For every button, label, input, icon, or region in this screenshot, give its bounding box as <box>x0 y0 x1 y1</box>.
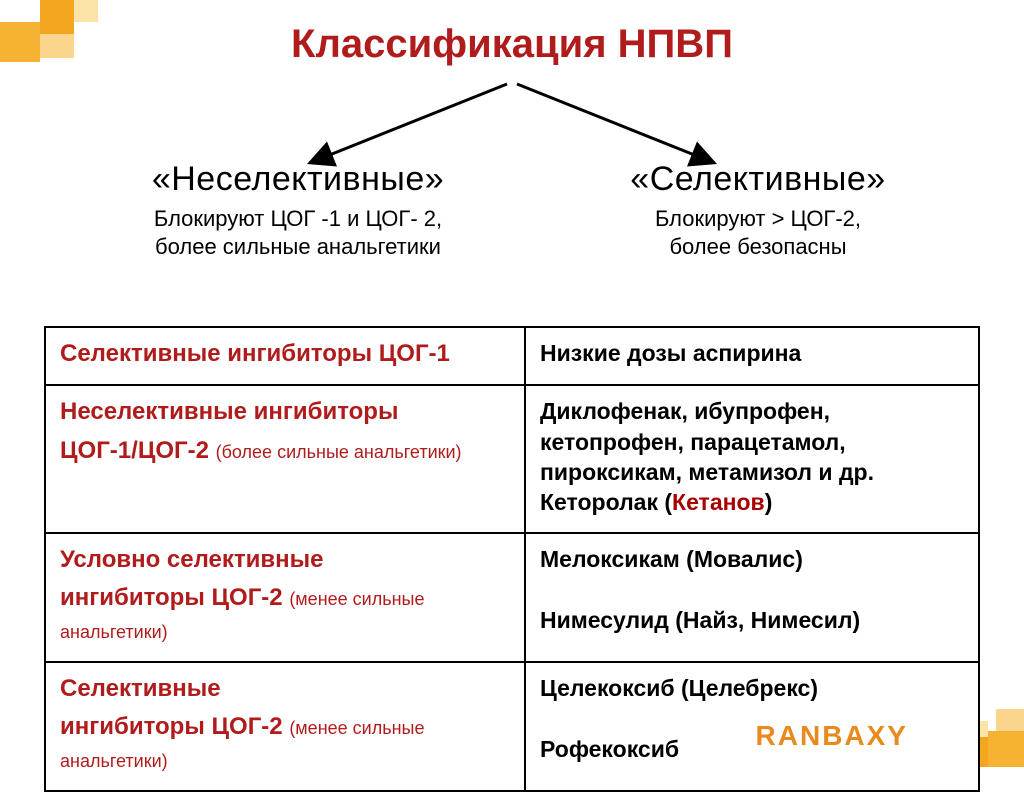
row-category: Неселективные ингибиторы ЦОГ-1/ЦОГ-2 (бо… <box>60 396 510 467</box>
row-category-sub: ЦОГ-1/ЦОГ-2 <box>60 437 216 464</box>
row-category-sub: ингибиторы ЦОГ-2 <box>60 713 289 740</box>
footer-brand: RANBAXY <box>756 720 908 752</box>
branch-name: «Неселективные» <box>88 160 508 199</box>
row-category-sub: ингибиторы ЦОГ-2 <box>60 584 289 611</box>
row-drugs: Мелоксикам (Мовалис) Нимесулид (Найз, Ни… <box>540 544 964 635</box>
branch-name: «Селективные» <box>548 160 968 199</box>
branch-nonselective: «Неселективные» Блокируют ЦОГ -1 и ЦОГ- … <box>88 160 508 261</box>
slide-root: Классификация НПВП «Неселективные» Блоки… <box>0 0 1024 767</box>
branch-selective: «Селективные» Блокируют > ЦОГ-2, более б… <box>548 160 968 261</box>
drug-text: Целекоксиб (Целебрекс) <box>540 675 818 701</box>
row-category-main: Селективные <box>60 675 221 702</box>
row-category: Селективные ингибиторы ЦОГ-1 <box>60 338 510 370</box>
branch-desc-line: Блокируют > ЦОГ-2, <box>655 206 861 231</box>
drug-text: Нимесулид (Найз, Нимесил) <box>540 607 860 633</box>
split-arrows <box>0 78 1024 168</box>
row-category-main: Условно селективные <box>60 546 324 573</box>
row-category-note: (более сильные анальгетики) <box>216 442 462 462</box>
table-row: Селективные ингибиторы ЦОГ-1 Низкие дозы… <box>45 327 979 385</box>
drug-text: ) <box>765 489 773 515</box>
row-category: Селективные ингибиторы ЦОГ-2 (менее силь… <box>60 673 510 776</box>
row-drugs: Низкие дозы аспирина <box>540 338 964 368</box>
row-category: Условно селективные ингибиторы ЦОГ-2 (ме… <box>60 544 510 647</box>
branch-desc: Блокируют ЦОГ -1 и ЦОГ- 2, более сильные… <box>88 205 508 261</box>
table-row: Неселективные ингибиторы ЦОГ-1/ЦОГ-2 (бо… <box>45 385 979 532</box>
row-category-main: Неселективные ингибиторы <box>60 398 398 425</box>
drug-brand: Кетанов <box>672 489 765 515</box>
branch-desc-line: более безопасны <box>669 234 846 259</box>
branch-desc-line: более сильные анальгетики <box>155 234 441 259</box>
drug-text: Мелоксикам (Мовалис) <box>540 546 803 572</box>
drug-text: Рофекоксиб <box>540 736 679 762</box>
slide-title: Классификация НПВП <box>0 22 1024 67</box>
branch-desc-line: Блокируют ЦОГ -1 и ЦОГ- 2, <box>154 206 442 231</box>
branch-desc: Блокируют > ЦОГ-2, более безопасны <box>548 205 968 261</box>
row-drugs: Диклофенак, ибупрофен, кетопрофен, парац… <box>540 396 964 517</box>
table-row: Условно селективные ингибиторы ЦОГ-2 (ме… <box>45 533 979 662</box>
